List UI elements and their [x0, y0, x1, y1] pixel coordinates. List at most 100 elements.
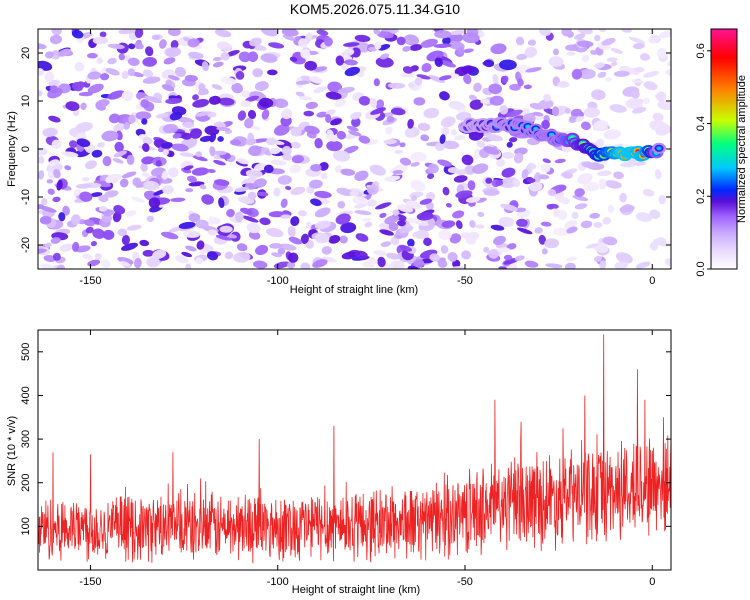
noise-blob [112, 158, 124, 164]
noise-blob [340, 168, 356, 176]
noise-blob [343, 42, 360, 47]
colorbar-frame [710, 28, 738, 270]
noise-blob [291, 155, 304, 164]
noise-blob [309, 76, 323, 84]
noise-blob [204, 125, 220, 136]
noise-blob [105, 176, 114, 184]
noise-blob [506, 243, 517, 250]
noise-blob [127, 57, 140, 66]
noise-blob [320, 172, 328, 180]
noise-blob [56, 264, 65, 269]
noise-blob [49, 34, 62, 45]
spectrogram-x-ticks: -150 -100 -50 0 [79, 29, 655, 287]
noise-blob [648, 35, 659, 44]
noise-blob [462, 48, 474, 53]
noise-blob [288, 236, 303, 245]
noise-blob [48, 79, 59, 88]
noise-blob [298, 38, 309, 48]
noise-blob [388, 82, 406, 89]
noise-blob [413, 258, 425, 268]
noise-blob [59, 243, 74, 252]
noise-blob [207, 229, 218, 236]
noise-blob [396, 204, 414, 213]
noise-blob [38, 68, 45, 76]
noise-blob [211, 84, 223, 90]
noise-blob [245, 95, 260, 102]
noise-blob [78, 91, 93, 97]
noise-blob [578, 68, 596, 80]
noise-blob [557, 81, 570, 88]
colorbar-tick-label: 0.4 [695, 116, 707, 131]
noise-blob [96, 57, 104, 64]
noise-blob [349, 190, 359, 197]
noise-blob [632, 107, 647, 114]
noise-blob [158, 39, 167, 49]
noise-blob [196, 240, 205, 250]
noise-blob [547, 189, 557, 197]
noise-blob [290, 186, 306, 196]
noise-blob [423, 107, 440, 119]
noise-blob [537, 99, 554, 110]
noise-blob [253, 178, 267, 188]
noise-blob [399, 142, 406, 148]
noise-blob [199, 135, 213, 142]
noise-blob [477, 211, 485, 217]
noise-blob [46, 179, 53, 184]
noise-blob [420, 134, 430, 142]
noise-blob [603, 129, 621, 140]
noise-blob [143, 180, 160, 191]
snr-x-ticks: -150 -100 -50 0 [79, 330, 655, 588]
noise-blob [68, 140, 78, 148]
noise-blob [649, 209, 661, 220]
noise-blob [543, 93, 551, 102]
noise-blob [379, 212, 387, 218]
noise-blob [100, 259, 111, 269]
noise-blob [352, 196, 369, 206]
noise-blob [533, 172, 542, 183]
noise-blob [241, 177, 257, 185]
noise-blob [258, 97, 274, 108]
noise-blob [560, 197, 570, 205]
noise-blob [199, 249, 207, 255]
noise-blob [113, 205, 126, 215]
noise-blob [277, 175, 292, 185]
noise-blob [416, 212, 434, 221]
noise-blob [213, 150, 227, 156]
noise-blob [441, 220, 456, 228]
noise-blob [399, 73, 415, 78]
noise-blob [465, 238, 477, 245]
noise-blob [39, 263, 55, 269]
noise-blob [80, 102, 87, 110]
noise-blob [113, 150, 127, 158]
noise-blob [155, 160, 162, 167]
noise-blob [500, 203, 518, 212]
noise-blob [468, 94, 477, 101]
noise-blob [289, 164, 302, 174]
noise-blob [501, 167, 516, 178]
noise-blob [379, 229, 394, 236]
noise-blob [524, 260, 539, 268]
noise-blob [254, 81, 269, 91]
noise-blob [369, 97, 377, 108]
noise-blob [267, 69, 278, 76]
noise-blob [355, 233, 369, 242]
noise-blob [493, 235, 506, 245]
noise-blob [486, 134, 503, 142]
noise-blob [348, 130, 362, 137]
noise-blob [98, 195, 109, 203]
noise-blob [192, 155, 208, 162]
noise-blob [385, 126, 393, 135]
noise-blob [253, 162, 267, 172]
noise-blob [515, 36, 525, 46]
noise-blob [488, 249, 499, 259]
snr-x-axis-label: Height of straight line (km) [292, 584, 420, 596]
noise-blob [402, 66, 414, 74]
noise-blob [497, 247, 511, 253]
noise-blob [503, 254, 513, 261]
noise-blob [441, 126, 450, 136]
noise-blob [242, 215, 259, 223]
noise-blob [134, 42, 144, 50]
noise-blob [234, 187, 250, 192]
noise-blob [383, 263, 395, 269]
noise-blob [165, 97, 183, 105]
